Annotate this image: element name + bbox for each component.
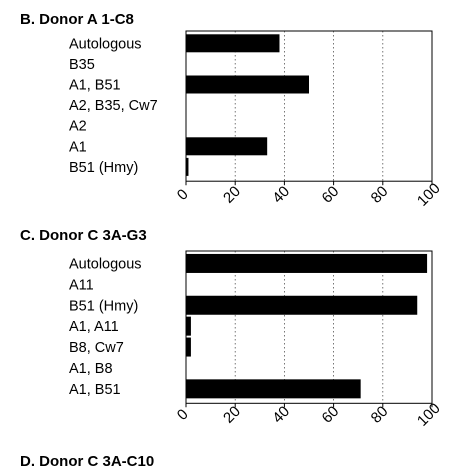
x-tick-label: 60: [319, 403, 343, 427]
bar: [186, 34, 280, 53]
x-tick-label: 0: [174, 406, 192, 424]
x-tick-label: 0: [174, 186, 192, 204]
x-tick-label: 60: [319, 183, 343, 207]
category-label: A1: [69, 139, 87, 155]
category-label: B51 (Hmy): [69, 160, 138, 176]
bar: [186, 137, 268, 156]
x-tick-label: 100: [414, 180, 444, 210]
category-label: A1, B51: [69, 382, 121, 398]
bar: [186, 379, 361, 399]
category-label: B51 (Hmy): [69, 298, 138, 314]
category-label: A1, A11: [69, 319, 119, 335]
plot-frame: [185, 30, 433, 182]
chart-panel-2: C. Donor C 3A-G3 Autologous A11 B51 (Hmy) A1…: [20, 227, 444, 430]
category-label: A11: [69, 277, 94, 293]
panel-title: C. Donor C 3A-G3: [20, 227, 147, 244]
bar: [186, 337, 191, 357]
category-label: Autologous: [69, 36, 142, 52]
chart-panel-3: D. Donor C 3A-C10: [20, 453, 154, 470]
category-label: A2, B35, Cw7: [69, 98, 158, 114]
bar: [186, 253, 428, 273]
bar: [186, 295, 418, 315]
bar: [186, 75, 309, 94]
x-tick-label: 80: [368, 183, 392, 207]
panel-title: D. Donor C 3A-C10: [20, 453, 154, 470]
x-tick-label: 40: [269, 403, 293, 427]
x-tick-label: 40: [269, 183, 293, 207]
category-label: B35: [69, 57, 95, 73]
x-tick-label: 20: [220, 403, 244, 427]
x-tick-label: 100: [414, 400, 444, 430]
category-label: A2: [69, 119, 87, 135]
category-label: A1, B51: [69, 78, 121, 94]
panel-title: B. Donor A 1-C8: [20, 11, 134, 28]
category-label: A1, B8: [69, 361, 113, 377]
category-label: B8, Cw7: [69, 340, 124, 356]
chart-panel-1: B. Donor A 1-C8 Autologous B35 A1, B51 A2, B…: [20, 11, 444, 210]
x-tick-label: 20: [220, 183, 244, 207]
category-label: Autologous: [69, 256, 142, 272]
bar: [186, 157, 189, 176]
x-tick-label: 80: [368, 403, 392, 427]
bar: [186, 316, 191, 336]
